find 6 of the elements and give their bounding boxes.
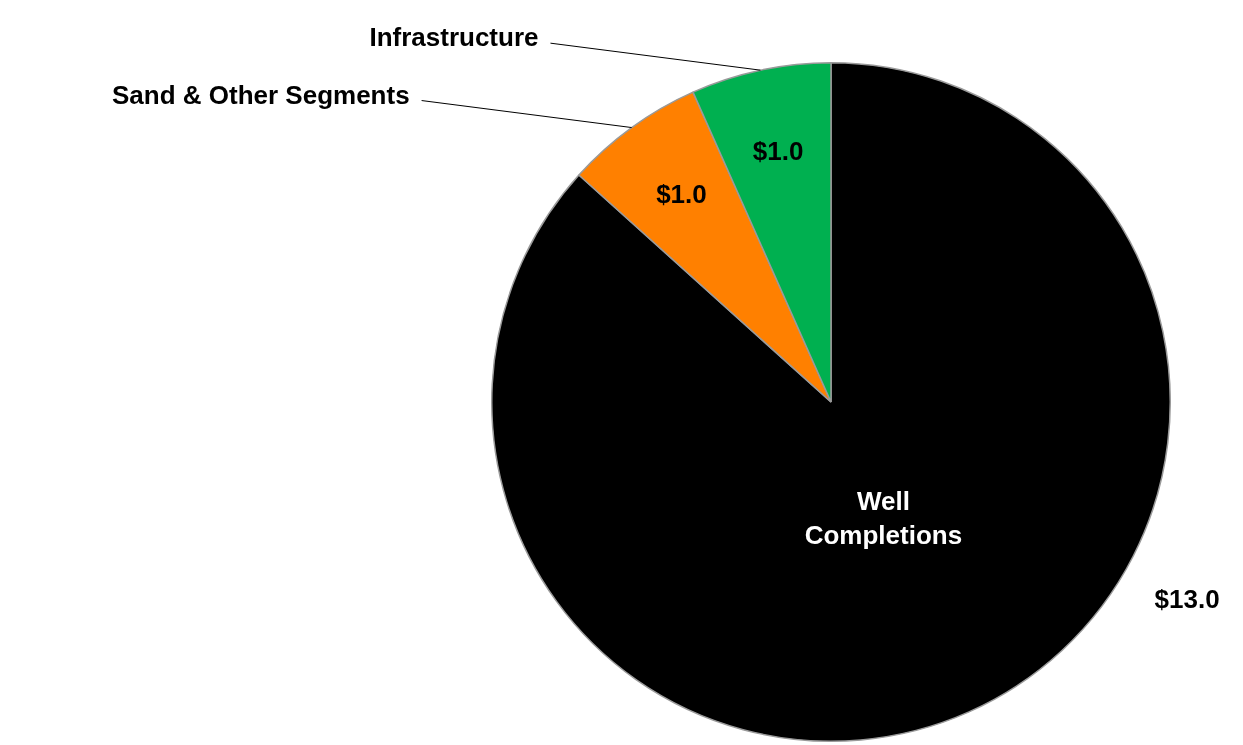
data-label: $1.0 bbox=[656, 179, 707, 210]
data-label: $1.0 bbox=[752, 136, 804, 167]
data-label: $13.0 bbox=[1154, 584, 1220, 615]
slice-label: Infrastructure bbox=[369, 22, 539, 53]
slice-label: Sand & Other Segments bbox=[111, 79, 410, 110]
slice-label: Well Completions bbox=[804, 485, 963, 550]
